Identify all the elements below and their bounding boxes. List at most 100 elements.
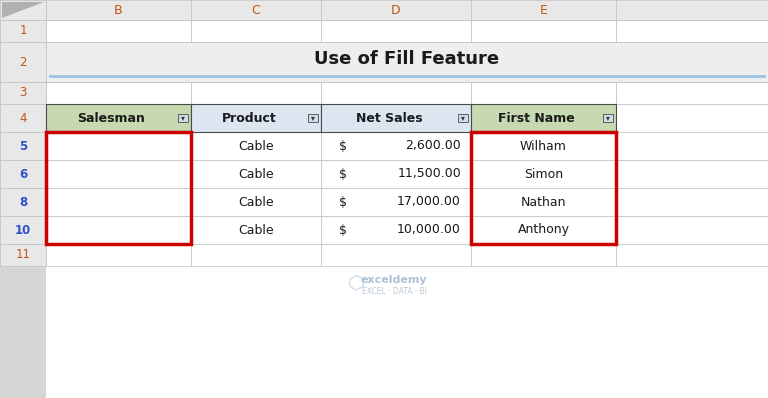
Bar [321, 104, 471, 132]
Bar [321, 160, 471, 188]
Text: ▾: ▾ [311, 113, 315, 123]
Bar [0, 20, 46, 42]
Bar [0, 0, 46, 398]
Bar [46, 20, 191, 42]
Bar [471, 104, 616, 132]
Text: 2,600.00: 2,600.00 [406, 140, 461, 152]
Bar [471, 188, 616, 216]
Bar [46, 188, 191, 216]
Text: $: $ [339, 224, 347, 236]
Text: EXCEL · DATA · BI: EXCEL · DATA · BI [362, 287, 426, 295]
Bar [321, 42, 471, 82]
Text: Nathan: Nathan [521, 195, 566, 209]
Bar [46, 188, 191, 216]
Bar [191, 42, 321, 82]
Bar [471, 20, 616, 42]
Bar [191, 0, 321, 20]
Bar [0, 0, 46, 20]
Bar [603, 114, 613, 122]
Bar [46, 104, 191, 132]
Bar [46, 160, 191, 188]
Bar [471, 244, 616, 266]
Text: 11: 11 [15, 248, 31, 261]
Bar [191, 104, 321, 132]
Text: Product: Product [222, 111, 276, 125]
Bar [178, 114, 188, 122]
Text: First Name: First Name [498, 111, 575, 125]
Bar [191, 216, 321, 244]
Bar [191, 20, 321, 42]
Text: Cable: Cable [238, 140, 274, 152]
Text: $: $ [339, 168, 347, 181]
Bar [616, 160, 768, 188]
Text: ⬡: ⬡ [347, 273, 365, 293]
Bar [191, 160, 321, 188]
Bar [471, 216, 616, 244]
Bar [321, 0, 471, 20]
Bar [46, 216, 191, 244]
Text: ▾: ▾ [461, 113, 465, 123]
Text: 3: 3 [19, 86, 27, 100]
Text: E: E [540, 4, 548, 16]
Bar [191, 132, 321, 160]
Bar [321, 132, 471, 160]
Bar [471, 104, 616, 132]
Bar [616, 20, 768, 42]
Bar [471, 82, 616, 104]
Bar [321, 216, 471, 244]
Bar [46, 82, 191, 104]
Bar [46, 0, 191, 20]
Polygon shape [2, 2, 44, 18]
Text: Cable: Cable [238, 224, 274, 236]
Bar [471, 160, 616, 188]
Bar [0, 188, 46, 216]
Bar [46, 160, 191, 188]
Text: 1: 1 [19, 25, 27, 37]
Bar [321, 132, 471, 160]
Bar [46, 42, 191, 82]
Text: Simon: Simon [524, 168, 563, 181]
Bar [191, 188, 321, 216]
Bar [616, 104, 768, 132]
Text: C: C [252, 4, 260, 16]
Bar [191, 160, 321, 188]
Bar [616, 188, 768, 216]
Bar [321, 20, 471, 42]
Bar [616, 0, 768, 20]
Text: Use of Fill Feature: Use of Fill Feature [314, 50, 499, 68]
Bar [0, 132, 46, 160]
Bar [0, 160, 46, 188]
Bar [321, 160, 471, 188]
Text: 4: 4 [19, 111, 27, 125]
Bar [0, 244, 46, 266]
Bar [471, 132, 616, 244]
Text: Anthony: Anthony [518, 224, 570, 236]
Bar [191, 82, 321, 104]
Bar [191, 244, 321, 266]
Bar [471, 132, 616, 160]
Bar [616, 42, 768, 82]
Bar [471, 216, 616, 244]
Bar [191, 216, 321, 244]
Bar [471, 42, 616, 82]
Bar [308, 114, 318, 122]
Bar [471, 188, 616, 216]
Bar [321, 104, 471, 132]
Bar [616, 216, 768, 244]
Bar [321, 244, 471, 266]
Bar [46, 42, 768, 82]
Bar [616, 244, 768, 266]
Text: Cable: Cable [238, 195, 274, 209]
Text: 11,500.00: 11,500.00 [397, 168, 461, 181]
Text: ▾: ▾ [606, 113, 610, 123]
Bar [616, 132, 768, 160]
Bar [321, 188, 471, 216]
Text: $: $ [339, 195, 347, 209]
Text: exceldemy: exceldemy [361, 275, 427, 285]
Bar [46, 132, 191, 244]
Text: $: $ [339, 140, 347, 152]
Bar [46, 132, 191, 160]
Text: B: B [114, 4, 123, 16]
Text: ▾: ▾ [181, 113, 185, 123]
Bar [0, 104, 46, 132]
